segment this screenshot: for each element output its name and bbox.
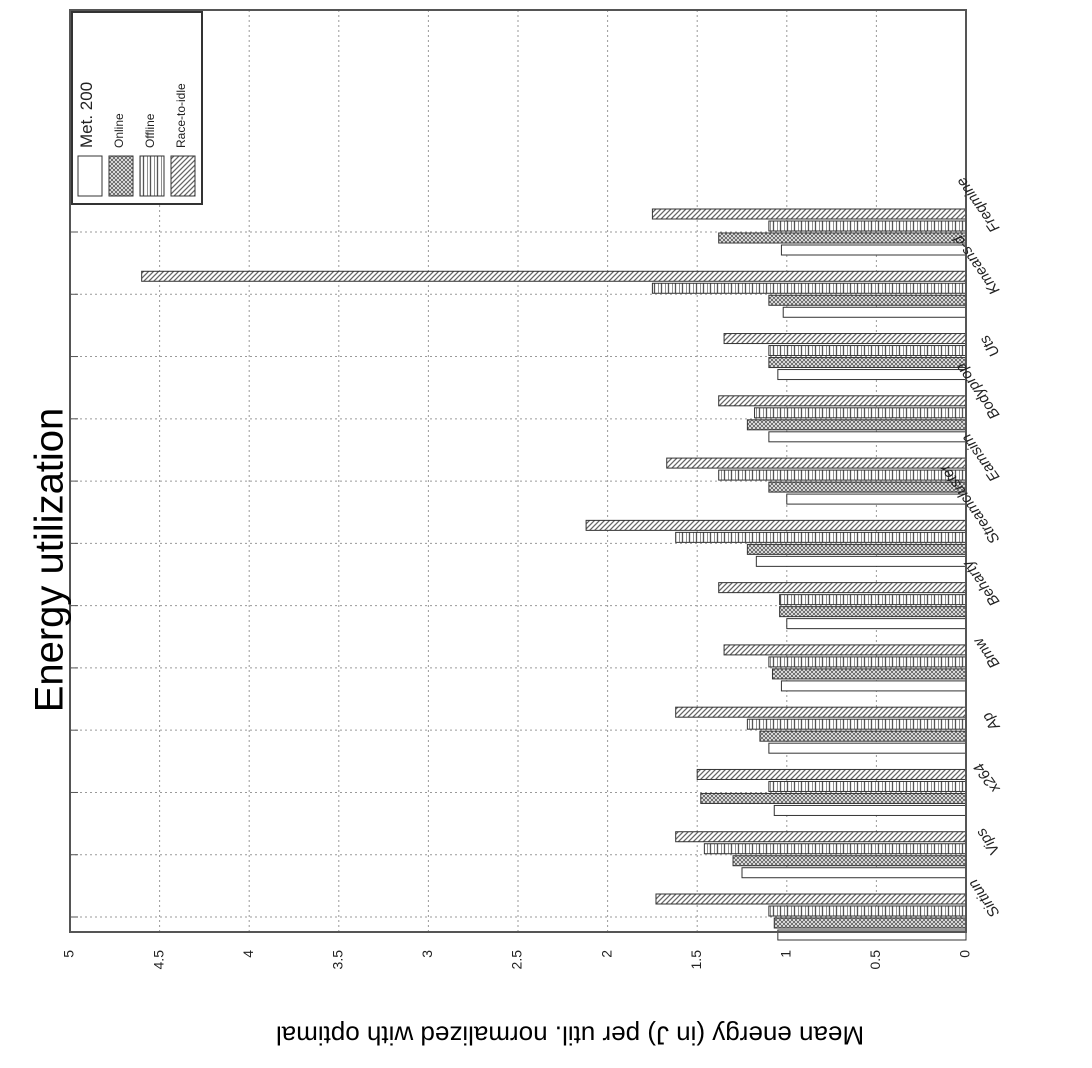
value-tick-label: 2.5 [509, 950, 525, 970]
bar-offline-beharty [779, 594, 967, 606]
bar-race-to-idle-x264 [696, 768, 967, 780]
bar-met-200-x264 [773, 804, 967, 816]
bar-race-to-idle-sirtiun [655, 893, 967, 905]
bar-offline-x264 [768, 780, 967, 792]
value-tick-label: 0.5 [867, 950, 883, 970]
bar-online-eamsim [768, 481, 967, 493]
bar-met-200-bmw [780, 680, 967, 692]
bar-met-200-freqmine [780, 244, 967, 256]
bar-race-to-idle-kmeans-d [141, 270, 967, 282]
bar-offline-ap [746, 718, 967, 730]
chart-title: Energy utilization [27, 407, 72, 713]
bar-met-200-bodyprop [768, 431, 967, 443]
bar-online-beharty [779, 606, 967, 618]
bar-met-200-ap [768, 742, 967, 754]
value-tick-label: 5 [61, 950, 77, 958]
bar-offline-eamsim [718, 469, 967, 481]
value-tick-label: 2 [598, 950, 614, 958]
bar-online-bmw [771, 668, 967, 680]
bar-race-to-idle-bodyprop [718, 395, 967, 407]
bar-online-streamcluster [746, 543, 967, 555]
bar-offline-streamcluster [675, 531, 967, 543]
bar-met-200-beharty [786, 618, 967, 630]
bar-online-freqmine [718, 232, 967, 244]
value-tick-label: 3.5 [330, 950, 346, 970]
value-tick-label: 4.5 [150, 950, 166, 970]
bar-online-ap [759, 730, 967, 742]
bar-met-200-sirtiun [777, 929, 967, 941]
bar-met-200-uts [777, 369, 967, 381]
legend-swatch [170, 155, 196, 197]
category-tick-label: Sirtiun [965, 876, 1003, 921]
value-tick-label: 4 [240, 950, 256, 958]
value-tick-label: 0 [957, 950, 973, 958]
value-tick-label: 1 [778, 950, 794, 958]
value-tick-labels: 0 0.5 1 1.5 2 2.5 3 3.5 4 4.5 5 [61, 950, 973, 970]
bar-met-200-eamsim [786, 493, 967, 505]
bar-offline-kmeans-d [651, 282, 967, 294]
bar-online-sirtiun [773, 917, 967, 929]
value-tick-label: 3 [419, 950, 435, 958]
bar-race-to-idle-freqmine [651, 208, 967, 220]
legend-label: Offline [143, 113, 157, 148]
grid [70, 10, 966, 932]
bar-offline-freqmine [768, 220, 967, 232]
bar-race-to-idle-eamsim [666, 457, 967, 469]
bar-met-200-kmeans-d [782, 306, 967, 318]
bar-offline-bmw [768, 656, 967, 668]
legend-swatch [108, 155, 134, 197]
bar-race-to-idle-bmw [723, 644, 967, 656]
plot-frame [69, 9, 967, 933]
legend-label: Race-to-idle [174, 83, 188, 148]
bar-online-uts [768, 357, 967, 369]
legend-swatch [77, 155, 103, 197]
bar-offline-uts [768, 345, 967, 357]
category-tick-label: Uts [976, 331, 1003, 360]
bar-race-to-idle-uts [723, 333, 967, 345]
bar-race-to-idle-streamcluster [585, 519, 967, 531]
y-axis-label: Mean energy (in J) per util. normalized … [275, 1020, 865, 1051]
bar-met-200-vips [741, 867, 967, 879]
bars [141, 208, 967, 941]
bar-offline-bodyprop [754, 407, 967, 419]
bar-race-to-idle-vips [675, 831, 967, 843]
legend-label: Online [112, 113, 126, 148]
bar-online-x264 [700, 792, 967, 804]
category-tick-label: Ap [979, 709, 1004, 735]
bar-offline-sirtiun [768, 905, 967, 917]
legend: Met. 200 Online Offline Race-to-idle [71, 11, 203, 205]
value-tick-label: 1.5 [688, 950, 704, 970]
category-tick-label: Bmw [970, 633, 1004, 671]
legend-label: Met. 200 [77, 82, 96, 148]
bar-race-to-idle-beharty [718, 582, 967, 594]
category-tick-label: x264 [971, 760, 1004, 797]
bar-race-to-idle-ap [675, 706, 967, 718]
bar-online-vips [732, 855, 967, 867]
bar-offline-vips [703, 843, 967, 855]
category-tick-label: Vips [972, 824, 1003, 858]
bar-online-bodyprop [746, 419, 967, 431]
bar-online-kmeans-d [768, 294, 967, 306]
legend-swatch [139, 155, 165, 197]
bar-met-200-streamcluster [755, 555, 967, 567]
